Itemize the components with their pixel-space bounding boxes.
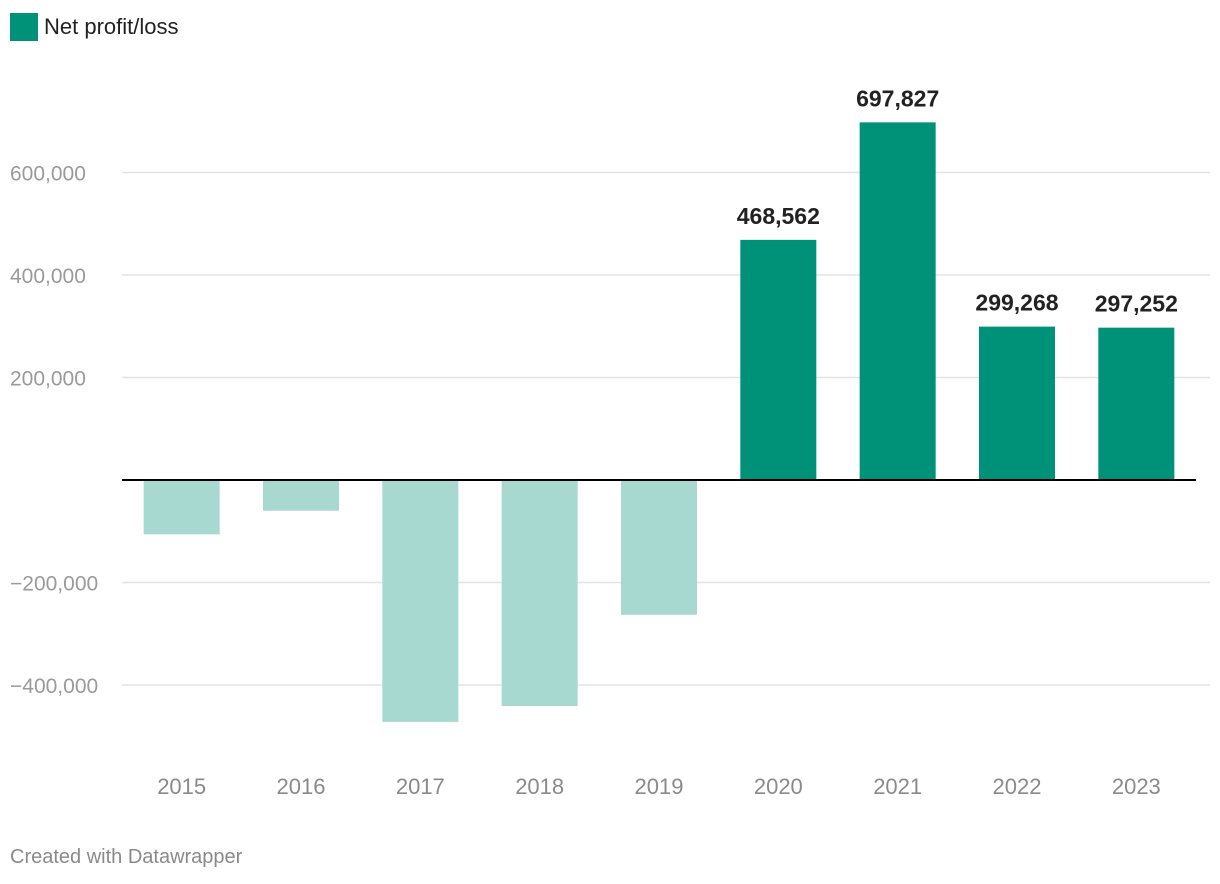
- bar-2016: [263, 480, 339, 511]
- y-tick-label: 200,000: [10, 368, 86, 391]
- bar-2022: [979, 326, 1055, 480]
- bar-2015: [143, 480, 220, 535]
- bar-2020: [740, 239, 817, 480]
- data-label-2022: 299,268: [975, 290, 1058, 316]
- legend: Net profit/loss: [10, 13, 179, 41]
- x-tick-label: 2017: [396, 774, 445, 799]
- x-tick-label: 2018: [515, 774, 564, 799]
- data-labels: 468,562 697,827 299,268 297,252: [737, 85, 1178, 316]
- bar-2017: [382, 480, 459, 722]
- y-tick-label: 600,000: [10, 163, 86, 186]
- y-tick-label: −200,000: [10, 573, 98, 596]
- x-tick-label: 2016: [277, 774, 326, 799]
- data-label-2020: 468,562: [737, 203, 820, 229]
- y-tick-label: −400,000: [10, 675, 98, 698]
- x-tick-label: 2019: [635, 774, 684, 799]
- x-axis: 2015 2016 2017 2018 2019 2020 2021 2022 2023: [122, 479, 1196, 799]
- y-axis: 600,000 400,000 200,000 −200,000 −400,000: [10, 163, 98, 699]
- x-tick-label: 2023: [1112, 774, 1161, 799]
- x-tick-label: 2021: [873, 774, 922, 799]
- bar-2019: [621, 480, 697, 615]
- legend-label: Net profit/loss: [44, 14, 179, 39]
- data-label-2021: 697,827: [856, 85, 939, 111]
- x-tick-label: 2015: [157, 774, 206, 799]
- y-tick-label: 400,000: [10, 265, 86, 288]
- x-tick-label: 2020: [754, 774, 803, 799]
- bar-2021: [859, 122, 936, 481]
- legend-swatch: [10, 13, 38, 41]
- data-label-2023: 297,252: [1095, 291, 1178, 317]
- bar-2018: [501, 480, 578, 707]
- x-tick-label: 2022: [993, 774, 1042, 799]
- credit-text: Created with Datawrapper: [10, 846, 243, 868]
- bars: [143, 122, 1175, 722]
- bar-2023: [1098, 327, 1175, 480]
